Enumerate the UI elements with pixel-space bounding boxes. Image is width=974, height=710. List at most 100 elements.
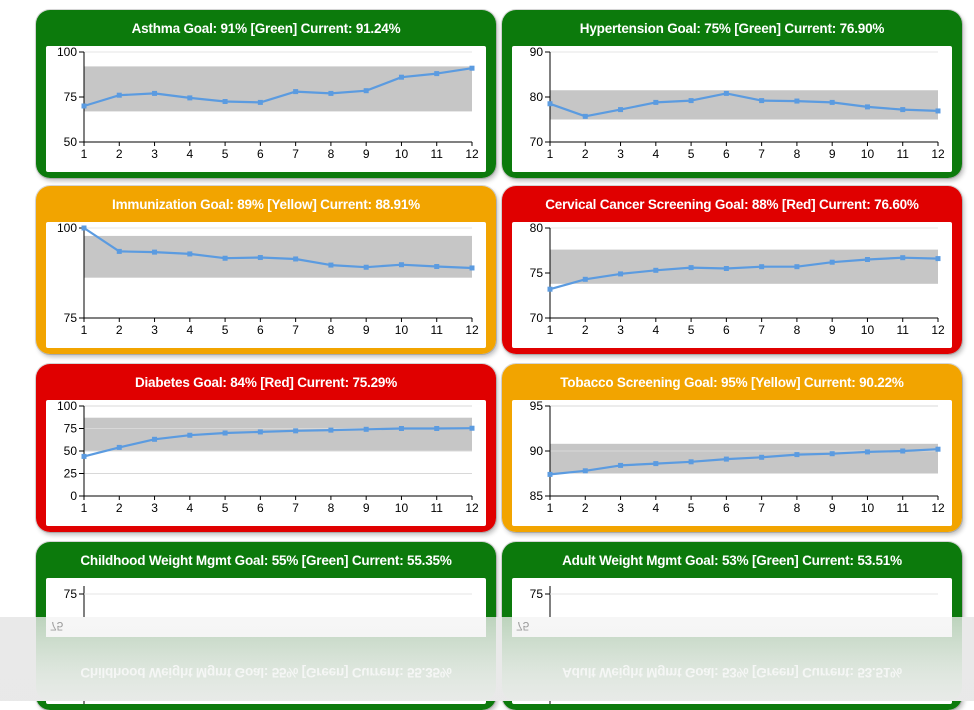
series-line — [83, 227, 473, 270]
y-tick-label: 50 — [64, 444, 78, 458]
x-tick-label: 12 — [931, 147, 945, 161]
data-point — [222, 255, 228, 261]
series-line — [549, 92, 939, 118]
data-point — [723, 90, 729, 96]
data-point — [469, 425, 475, 431]
x-tick-label: 12 — [465, 147, 479, 161]
data-point — [653, 267, 659, 273]
x-tick-label: 4 — [652, 501, 659, 515]
data-point — [794, 264, 800, 270]
x-tick-label: 11 — [896, 147, 909, 161]
data-point — [328, 90, 334, 96]
x-tick-label: 1 — [81, 147, 88, 161]
data-point — [81, 103, 87, 109]
data-point — [222, 430, 228, 436]
y-tick-label: 95 — [530, 400, 544, 413]
data-point — [653, 461, 659, 467]
data-point — [829, 451, 835, 457]
x-tick-label: 7 — [292, 323, 299, 337]
y-tick-label: 25 — [64, 467, 78, 481]
data-point — [257, 255, 263, 261]
chart-title: Diabetes Goal: 84% [Red] Current: 75.29% — [134, 374, 398, 390]
reflection-plot-panel: 75 — [512, 617, 952, 637]
plot-panel: 70 75 80 1 2 3 4 5 6 7 8 9 10 11 12 — [512, 221, 952, 348]
y-tick-label: 50 — [64, 135, 78, 149]
data-point — [363, 88, 369, 94]
x-tick-label: 8 — [794, 147, 801, 161]
data-point — [152, 90, 158, 96]
data-point — [257, 99, 263, 105]
x-tick-label: 3 — [151, 323, 158, 337]
data-point — [222, 99, 228, 104]
hypertension-chart-card: Hypertension Goal: 75% [Green] Current: … — [502, 10, 962, 178]
plot-panel: 0 25 50 75 100 1 2 3 4 5 6 7 8 9 10 11 12 — [46, 399, 486, 526]
data-point — [794, 452, 800, 458]
data-point — [257, 429, 263, 435]
series-line — [83, 67, 473, 108]
data-point — [81, 225, 87, 231]
x-tick-label: 7 — [292, 501, 299, 515]
data-point — [152, 249, 158, 255]
x-tick-label: 8 — [794, 323, 801, 337]
y-tick-label: 100 — [57, 222, 77, 235]
x-tick-label: 4 — [186, 147, 193, 161]
data-point — [723, 456, 729, 462]
data-point — [864, 104, 870, 110]
x-tick-label: 2 — [116, 323, 123, 337]
x-tick-label: 6 — [257, 147, 264, 161]
data-point — [547, 286, 553, 292]
data-point — [469, 265, 475, 271]
data-point — [293, 89, 299, 95]
x-tick-label: 8 — [794, 501, 801, 515]
x-tick-label: 12 — [931, 323, 945, 337]
y-tick-label: 75 — [530, 587, 544, 601]
data-point — [618, 107, 624, 113]
reflection-title: Childhood Weight Mgmt Goal: 55% [Green] … — [80, 665, 452, 680]
data-point — [398, 426, 404, 431]
x-tick-label: 5 — [688, 147, 695, 161]
series-line — [83, 427, 473, 458]
x-tick-label: 10 — [395, 323, 409, 337]
x-tick-label: 10 — [395, 147, 409, 161]
x-tick-label: 10 — [861, 501, 875, 515]
x-tick-label: 9 — [829, 323, 836, 337]
y-tick-label: 100 — [57, 46, 77, 59]
plot-panel: 75 100 1 2 3 4 5 6 7 8 9 10 11 12 — [46, 221, 486, 348]
data-point — [363, 426, 369, 432]
data-point — [900, 448, 906, 454]
x-tick-label: 4 — [186, 501, 193, 515]
x-tick-label: 9 — [363, 323, 370, 337]
x-tick-label: 9 — [829, 147, 836, 161]
x-tick-label: 10 — [395, 501, 409, 515]
data-point — [116, 92, 122, 98]
x-tick-label: 6 — [723, 323, 730, 337]
x-tick-label: 2 — [582, 501, 589, 515]
y-tick-label: 80 — [530, 90, 544, 104]
tobacco-screening-chart-card: Tobacco Screening Goal: 95% [Yellow] Cur… — [502, 364, 962, 532]
y-tick-label: 90 — [530, 444, 544, 458]
x-tick-label: 8 — [328, 501, 335, 515]
x-tick-label: 3 — [617, 501, 624, 515]
data-point — [293, 256, 299, 262]
x-tick-label: 5 — [222, 147, 229, 161]
goal-band — [84, 417, 472, 451]
x-tick-label: 7 — [758, 147, 765, 161]
data-point — [469, 65, 475, 71]
series-line — [549, 256, 939, 291]
plot-panel: 85 90 95 1 2 3 4 5 6 7 8 9 10 11 12 — [512, 399, 952, 526]
chart-title: Tobacco Screening Goal: 95% [Yellow] Cur… — [560, 374, 904, 390]
x-tick-label: 11 — [896, 501, 909, 515]
x-tick-label: 10 — [861, 323, 875, 337]
data-point — [688, 98, 694, 104]
x-tick-label: 9 — [363, 501, 370, 515]
x-tick-label: 1 — [547, 147, 554, 161]
y-tick-label: 75 — [64, 90, 78, 104]
x-tick-label: 4 — [652, 323, 659, 337]
asthma-chart-card: Asthma Goal: 91% [Green] Current: 91.24%… — [36, 10, 496, 178]
y-tick-label: 75 — [64, 587, 78, 601]
x-tick-label: 3 — [617, 323, 624, 337]
x-tick-label: 2 — [582, 323, 589, 337]
data-point — [152, 436, 158, 442]
